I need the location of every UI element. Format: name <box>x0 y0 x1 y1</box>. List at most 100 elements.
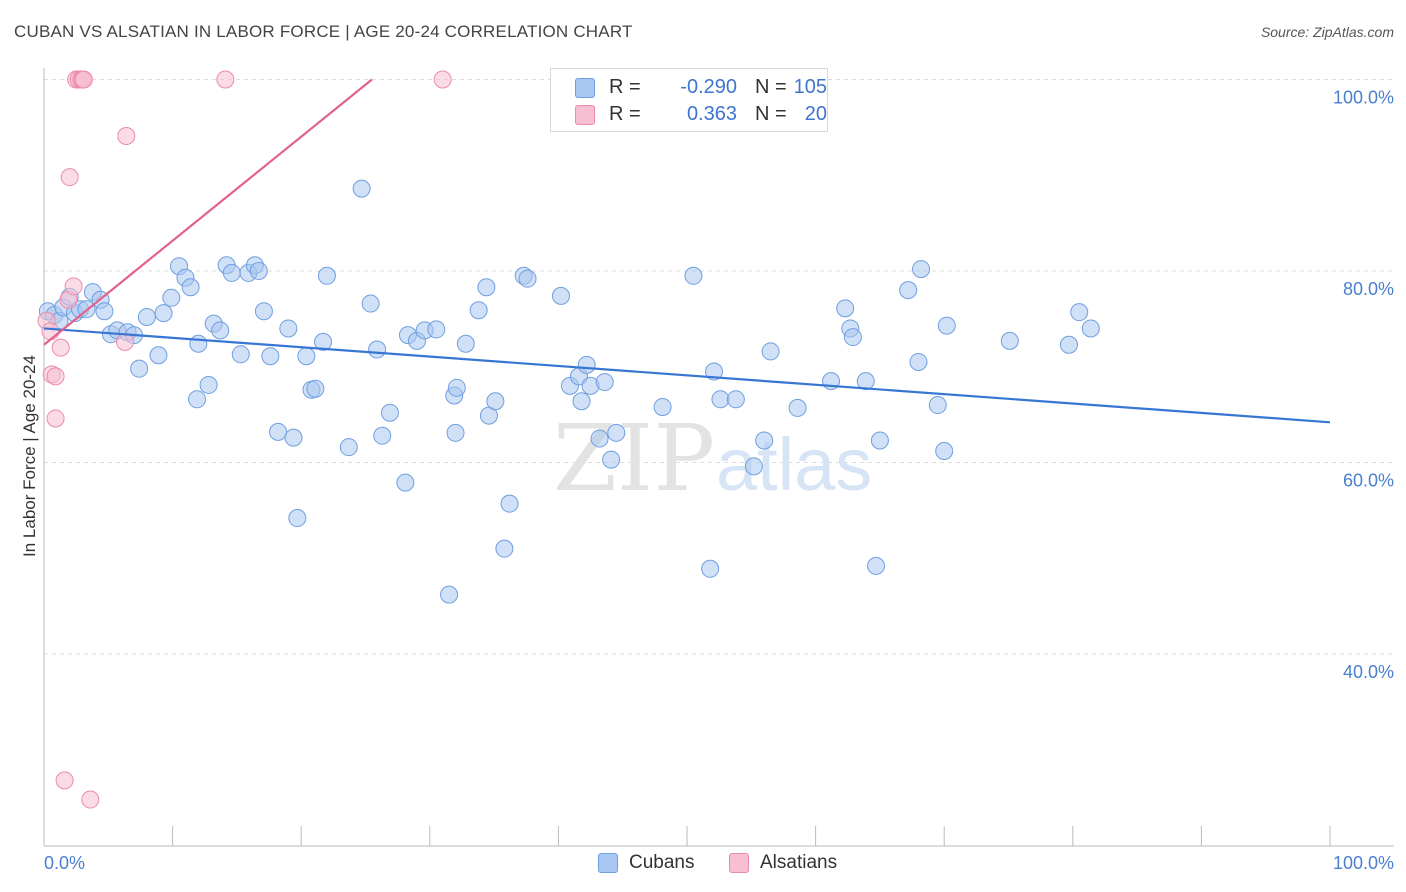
legend-n-value: 105 <box>793 76 827 98</box>
cubans-point <box>456 334 475 353</box>
cubans-points <box>38 179 1100 604</box>
x-tick-label-max: 100.0% <box>1333 853 1394 873</box>
cubans-trend-line <box>43 327 1331 424</box>
cubans-point <box>705 362 724 381</box>
cubans-point <box>684 266 703 285</box>
cubans-point <box>284 428 303 447</box>
watermark-zip: ZIP <box>553 405 715 512</box>
cubans-point <box>937 316 956 335</box>
cubans-point <box>870 431 889 450</box>
alsatians-point <box>433 70 452 89</box>
cubans-point <box>726 390 745 409</box>
cubans-point <box>361 294 380 313</box>
alsatians-point <box>51 338 70 357</box>
legend-r-label: R = <box>609 76 641 98</box>
cubans-point <box>380 403 399 422</box>
watermark: ZIP atlas <box>553 405 872 512</box>
legend-r-value: -0.290 <box>680 76 737 98</box>
cubans-point <box>744 457 763 476</box>
cubans-point <box>701 559 720 578</box>
cubans-point <box>1081 319 1100 338</box>
alsatians-point <box>55 771 74 790</box>
cubans-point <box>500 494 519 513</box>
cubans-point <box>269 422 288 441</box>
legend-n-label: N = <box>755 103 787 125</box>
cubans-point <box>836 299 855 318</box>
cubans-point <box>162 288 181 307</box>
y-axis-label: In Labor Force | Age 20-24 <box>20 355 39 557</box>
cubans-point <box>95 302 114 321</box>
x-tick-marks <box>43 826 1331 846</box>
cubans-point <box>297 347 316 366</box>
cubans-point <box>279 319 298 338</box>
cubans-point <box>935 442 954 461</box>
cubans-point <box>154 304 173 323</box>
cubans-point <box>788 398 807 417</box>
trend-lines <box>43 78 1331 424</box>
cubans-point <box>572 392 591 411</box>
alsatians-point <box>64 277 83 296</box>
alsatians-point <box>81 790 100 809</box>
cubans-point <box>843 328 862 347</box>
cubans-point <box>317 266 336 285</box>
cubans-point <box>1070 303 1089 322</box>
legend-n-label: N = <box>755 76 787 98</box>
y-tick-labels: 100.0% 80.0% 60.0% 40.0% <box>1333 88 1394 683</box>
alsatians-point <box>216 70 235 89</box>
cubans-point <box>899 281 918 300</box>
cubans-point <box>254 302 273 321</box>
cubans-point <box>602 450 621 469</box>
cubans-point <box>211 321 230 340</box>
cubans-point <box>518 269 537 288</box>
stats-legend: R = -0.290 N = 105 R = 0.363 N = 20 <box>550 68 828 132</box>
cubans-point <box>261 347 280 366</box>
alsatians-trend-line <box>43 78 373 346</box>
axes <box>43 68 1394 847</box>
cubans-point <box>339 438 358 457</box>
x-tick-label-min: 0.0% <box>44 853 85 873</box>
alsatians-legend-swatch <box>729 853 749 873</box>
cubans-point <box>653 397 672 416</box>
cubans-point <box>755 431 774 450</box>
y-tick-label: 80.0% <box>1343 279 1394 299</box>
cubans-point <box>368 340 387 359</box>
chart-title: CUBAN VS ALSATIAN IN LABOR FORCE | AGE 2… <box>14 22 633 41</box>
cubans-point <box>188 390 207 409</box>
cubans-point <box>288 509 307 528</box>
legend-n-value: 20 <box>804 103 827 125</box>
cubans-point <box>189 334 208 353</box>
y-tick-label: 40.0% <box>1343 662 1394 682</box>
cubans-point <box>928 396 947 415</box>
cubans-point <box>199 375 218 394</box>
alsatians-point <box>74 70 93 89</box>
cubans-point <box>314 332 333 351</box>
cubans-point <box>577 355 596 374</box>
cubans-point <box>352 179 371 198</box>
alsatians-point <box>46 367 65 386</box>
cubans-point <box>149 346 168 365</box>
cubans-point <box>595 373 614 392</box>
alsatians-point <box>41 322 60 341</box>
cubans-point <box>222 263 241 282</box>
legend-r-label: R = <box>609 103 641 125</box>
cubans-point <box>495 539 514 558</box>
cubans-point <box>446 423 465 442</box>
cubans-point <box>1000 331 1019 350</box>
cubans-point <box>373 426 392 445</box>
cubans-point <box>486 392 505 411</box>
y-tick-label: 100.0% <box>1333 88 1394 108</box>
y-tick-label: 60.0% <box>1343 471 1394 491</box>
alsatians-legend-label: Alsatians <box>760 852 838 873</box>
cubans-point <box>1059 335 1078 354</box>
cubans-point <box>396 473 415 492</box>
cubans-point <box>912 260 931 279</box>
cubans-point <box>590 429 609 448</box>
alsatians-point <box>116 332 135 351</box>
cubans-point <box>130 359 149 378</box>
alsatians-point <box>46 409 65 428</box>
cubans-legend-label: Cubans <box>629 852 695 873</box>
cubans-point <box>477 278 496 297</box>
cubans-legend-swatch <box>598 853 618 873</box>
alsatians-point <box>60 168 79 187</box>
source-label: Source: ZipAtlas.com <box>1260 24 1394 40</box>
